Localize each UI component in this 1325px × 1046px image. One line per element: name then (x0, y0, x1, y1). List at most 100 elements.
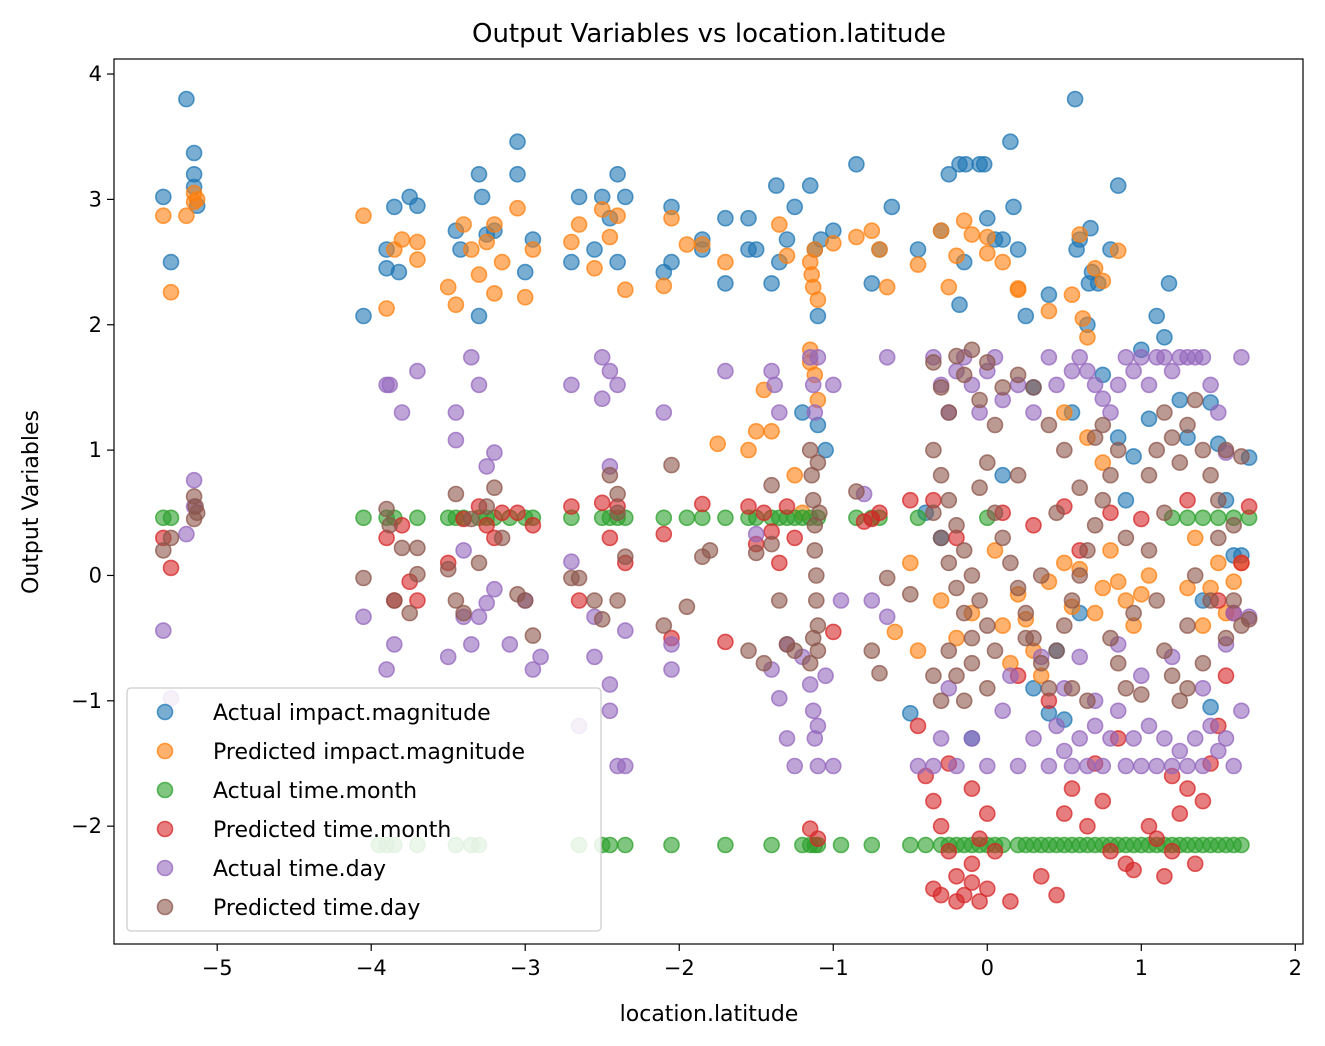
data-point (447, 404, 465, 421)
data-point (1156, 504, 1173, 522)
data-point (1217, 441, 1235, 459)
data-point (978, 679, 996, 697)
data-point (462, 510, 480, 528)
legend-label: Predicted time.month (213, 818, 451, 843)
data-point (1086, 376, 1104, 394)
data-point (1140, 817, 1158, 835)
x-axis-label: location.latitude (620, 1002, 799, 1027)
legend-marker (156, 742, 174, 760)
data-point (770, 592, 788, 609)
data-point (1217, 629, 1235, 647)
data-point (1186, 529, 1204, 547)
data-point (932, 592, 950, 609)
data-point (940, 842, 958, 860)
data-point (1179, 780, 1196, 797)
data-point (693, 236, 711, 253)
data-point (909, 509, 927, 527)
data-point (486, 580, 503, 598)
data-point (994, 617, 1012, 634)
data-point (601, 362, 619, 380)
data-point (770, 689, 788, 707)
data-point (978, 209, 996, 227)
data-point (616, 548, 634, 566)
data-point (1140, 466, 1158, 484)
data-point (1056, 441, 1073, 459)
data-point (524, 241, 542, 258)
data-point (1163, 362, 1181, 380)
data-point (447, 296, 465, 314)
y-axis-ticks: −2 −1 0 1 2 3 4 (71, 62, 114, 838)
data-point (1094, 272, 1112, 290)
data-point (601, 228, 619, 246)
data-point (1163, 757, 1181, 775)
data-point (1217, 667, 1235, 685)
data-point (1171, 805, 1189, 822)
data-point (755, 654, 773, 672)
legend-label: Predicted time.day (213, 896, 420, 921)
data-point (1210, 554, 1227, 572)
data-point (1194, 441, 1212, 459)
data-point (1002, 667, 1019, 685)
data-point (747, 241, 765, 258)
x-tick-label: −4 (356, 956, 387, 980)
data-point (162, 253, 180, 271)
x-tick-label: −2 (664, 956, 695, 980)
data-point (770, 404, 788, 421)
data-point (763, 476, 780, 494)
data-point (1140, 717, 1158, 735)
data-point (385, 592, 403, 609)
data-point (1017, 629, 1035, 647)
data-point (455, 604, 472, 622)
data-point (655, 525, 673, 543)
data-point (1125, 730, 1142, 747)
data-point (1133, 757, 1150, 775)
data-point (1148, 441, 1165, 459)
data-point (1179, 679, 1196, 697)
data-point (994, 702, 1012, 720)
data-point (1225, 573, 1242, 591)
data-point (978, 454, 996, 471)
data-point (963, 341, 981, 359)
data-point (971, 479, 988, 497)
data-point (1163, 667, 1181, 685)
data-point (1048, 642, 1065, 660)
data-point (878, 569, 896, 587)
legend-label: Actual time.month (213, 779, 417, 804)
data-point (486, 479, 503, 497)
data-point (1163, 842, 1181, 860)
data-point (185, 471, 203, 489)
data-point (701, 542, 719, 559)
data-point (1056, 805, 1073, 822)
data-point (951, 296, 968, 314)
data-point (609, 592, 626, 609)
data-point (1009, 366, 1027, 384)
data-point (1140, 542, 1158, 559)
data-point (1140, 410, 1158, 428)
data-point (963, 730, 981, 747)
x-tick-label: 1 (1135, 956, 1148, 980)
data-point (393, 231, 411, 248)
data-point (957, 156, 975, 173)
data-point (786, 757, 804, 775)
data-point (162, 559, 180, 577)
data-point (1071, 567, 1088, 584)
data-point (563, 253, 580, 271)
legend-box (126, 687, 602, 932)
data-point (804, 629, 822, 647)
data-point (390, 263, 408, 281)
data-point (1086, 717, 1104, 735)
data-point (955, 366, 973, 384)
data-point (609, 207, 626, 224)
plot-frame (113, 58, 1304, 945)
data-point (1117, 529, 1135, 547)
data-point (570, 592, 588, 609)
data-point (1109, 441, 1127, 459)
data-point (1156, 642, 1173, 660)
data-point (786, 198, 804, 216)
data-point (509, 166, 526, 183)
data-point (763, 362, 780, 380)
data-point (1079, 692, 1096, 710)
data-point (1156, 404, 1173, 421)
data-point (1133, 510, 1150, 528)
data-point (932, 692, 950, 710)
